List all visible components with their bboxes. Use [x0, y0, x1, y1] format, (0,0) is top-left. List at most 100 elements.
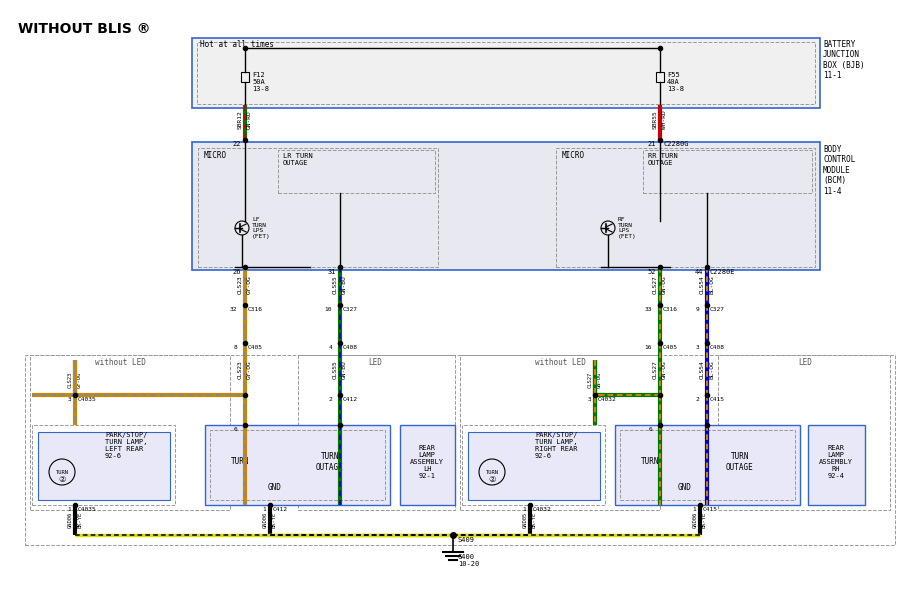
- Text: 3: 3: [67, 397, 71, 402]
- Text: CLS23: CLS23: [68, 372, 73, 388]
- Text: 8: 8: [233, 345, 237, 350]
- Text: C316: C316: [248, 307, 263, 312]
- Text: RR TURN
OUTAGE: RR TURN OUTAGE: [648, 153, 677, 166]
- Text: GN-RD: GN-RD: [247, 110, 252, 129]
- Text: REAR
LAMP
ASSEMBLY
RH
92-4: REAR LAMP ASSEMBLY RH 92-4: [819, 445, 853, 479]
- Text: TURN
OUTAGE: TURN OUTAGE: [316, 452, 344, 472]
- Text: 6: 6: [648, 427, 652, 432]
- Text: TURN
OUTAGE: TURN OUTAGE: [726, 452, 754, 472]
- Text: PARK/STOP/
TURN LAMP,
RIGHT REAR
92-6: PARK/STOP/ TURN LAMP, RIGHT REAR 92-6: [535, 432, 577, 459]
- Text: GN-OG: GN-OG: [662, 276, 667, 295]
- Text: C408: C408: [343, 345, 358, 350]
- Text: without LED: without LED: [535, 358, 586, 367]
- Text: 1: 1: [692, 507, 696, 512]
- Text: 1: 1: [67, 507, 71, 512]
- Text: C412: C412: [273, 507, 288, 512]
- Text: GND: GND: [678, 483, 692, 492]
- Text: CLS55: CLS55: [333, 361, 338, 379]
- Text: C2280E: C2280E: [710, 269, 735, 275]
- Text: C415: C415: [703, 507, 718, 512]
- Text: TURN: TURN: [55, 470, 68, 475]
- Text: LR TURN
OUTAGE: LR TURN OUTAGE: [283, 153, 312, 166]
- Text: 1: 1: [522, 507, 526, 512]
- Text: SBR55: SBR55: [653, 110, 658, 129]
- Text: C4035: C4035: [78, 397, 97, 402]
- Text: 9: 9: [696, 307, 699, 312]
- Text: F12
50A
13-8: F12 50A 13-8: [252, 72, 269, 92]
- Bar: [656, 71, 664, 82]
- Text: BK-YE: BK-YE: [702, 512, 707, 528]
- Text: MICRO: MICRO: [204, 151, 227, 160]
- Text: TURN: TURN: [231, 458, 250, 467]
- Text: 6: 6: [233, 427, 237, 432]
- Text: C4032: C4032: [533, 507, 552, 512]
- Text: REAR
LAMP
ASSEMBLY
LH
92-1: REAR LAMP ASSEMBLY LH 92-1: [410, 445, 444, 479]
- Text: 10: 10: [324, 307, 332, 312]
- Text: 31: 31: [328, 269, 336, 275]
- Text: without LED: without LED: [94, 358, 145, 367]
- Text: F55
40A
13-8: F55 40A 13-8: [667, 72, 684, 92]
- Text: WITHOUT BLIS ®: WITHOUT BLIS ®: [18, 22, 151, 36]
- Text: 26: 26: [232, 269, 241, 275]
- Text: 22: 22: [232, 141, 241, 147]
- Text: C412: C412: [343, 397, 358, 402]
- Text: C415: C415: [710, 397, 725, 402]
- Text: 16: 16: [645, 345, 652, 350]
- Text: 2: 2: [329, 397, 332, 402]
- Text: C4032: C4032: [598, 397, 617, 402]
- Text: CLS27: CLS27: [653, 276, 658, 295]
- Text: CLS55: CLS55: [333, 276, 338, 295]
- Text: ②: ②: [489, 475, 496, 484]
- Text: LF
TURN
LPS
(FET): LF TURN LPS (FET): [252, 217, 271, 239]
- Text: PARK/STOP/
TURN LAMP,
LEFT REAR
92-6: PARK/STOP/ TURN LAMP, LEFT REAR 92-6: [105, 432, 147, 459]
- Text: GND: GND: [268, 483, 282, 492]
- Text: GY-OG: GY-OG: [247, 361, 252, 379]
- Text: C327: C327: [710, 307, 725, 312]
- Text: CLS23: CLS23: [238, 361, 243, 379]
- Text: C405: C405: [663, 345, 678, 350]
- Text: BODY
CONTROL
MODULE
(BCM)
11-4: BODY CONTROL MODULE (BCM) 11-4: [823, 145, 855, 196]
- Text: GN-BU: GN-BU: [342, 276, 347, 295]
- Text: 3: 3: [587, 397, 591, 402]
- Text: LED: LED: [798, 358, 812, 367]
- Text: BATTERY
JUNCTION
BOX (BJB)
11-1: BATTERY JUNCTION BOX (BJB) 11-1: [823, 40, 864, 80]
- FancyBboxPatch shape: [808, 425, 865, 505]
- Text: C316: C316: [663, 307, 678, 312]
- FancyBboxPatch shape: [205, 425, 390, 505]
- Text: ②: ②: [58, 475, 65, 484]
- Text: RF
TURN
LPS
(FET): RF TURN LPS (FET): [618, 217, 637, 239]
- Text: CLS27: CLS27: [588, 372, 593, 388]
- Text: 21: 21: [647, 141, 656, 147]
- Text: GND05: GND05: [523, 512, 528, 528]
- Text: WH-RD: WH-RD: [662, 110, 667, 129]
- Text: CLS23: CLS23: [238, 276, 243, 295]
- FancyBboxPatch shape: [468, 432, 600, 500]
- Bar: [241, 71, 249, 82]
- Text: 3: 3: [696, 345, 699, 350]
- Text: G400
10-20: G400 10-20: [458, 554, 479, 567]
- Text: GN-OG: GN-OG: [597, 372, 602, 388]
- Text: 1: 1: [262, 507, 266, 512]
- Text: GN-BU: GN-BU: [342, 361, 347, 379]
- Text: GY-OG: GY-OG: [77, 372, 82, 388]
- Text: GND06: GND06: [263, 512, 268, 528]
- Text: MICRO: MICRO: [562, 151, 585, 160]
- Text: Hot at all times: Hot at all times: [200, 40, 274, 49]
- Text: LED: LED: [368, 358, 382, 367]
- Text: CLS54: CLS54: [700, 276, 705, 295]
- Text: CLS27: CLS27: [653, 361, 658, 379]
- Text: GN-OG: GN-OG: [662, 361, 667, 379]
- FancyBboxPatch shape: [38, 432, 170, 500]
- Text: TURN: TURN: [486, 470, 498, 475]
- Text: 33: 33: [645, 307, 652, 312]
- Text: S409: S409: [457, 537, 474, 543]
- Text: C327: C327: [343, 307, 358, 312]
- FancyBboxPatch shape: [400, 425, 455, 505]
- FancyBboxPatch shape: [192, 38, 820, 108]
- Text: BL-OG: BL-OG: [709, 276, 714, 295]
- Text: 4: 4: [329, 345, 332, 350]
- FancyBboxPatch shape: [615, 425, 800, 505]
- Text: SBR12: SBR12: [238, 110, 243, 129]
- Text: 32: 32: [230, 307, 237, 312]
- Text: 2: 2: [696, 397, 699, 402]
